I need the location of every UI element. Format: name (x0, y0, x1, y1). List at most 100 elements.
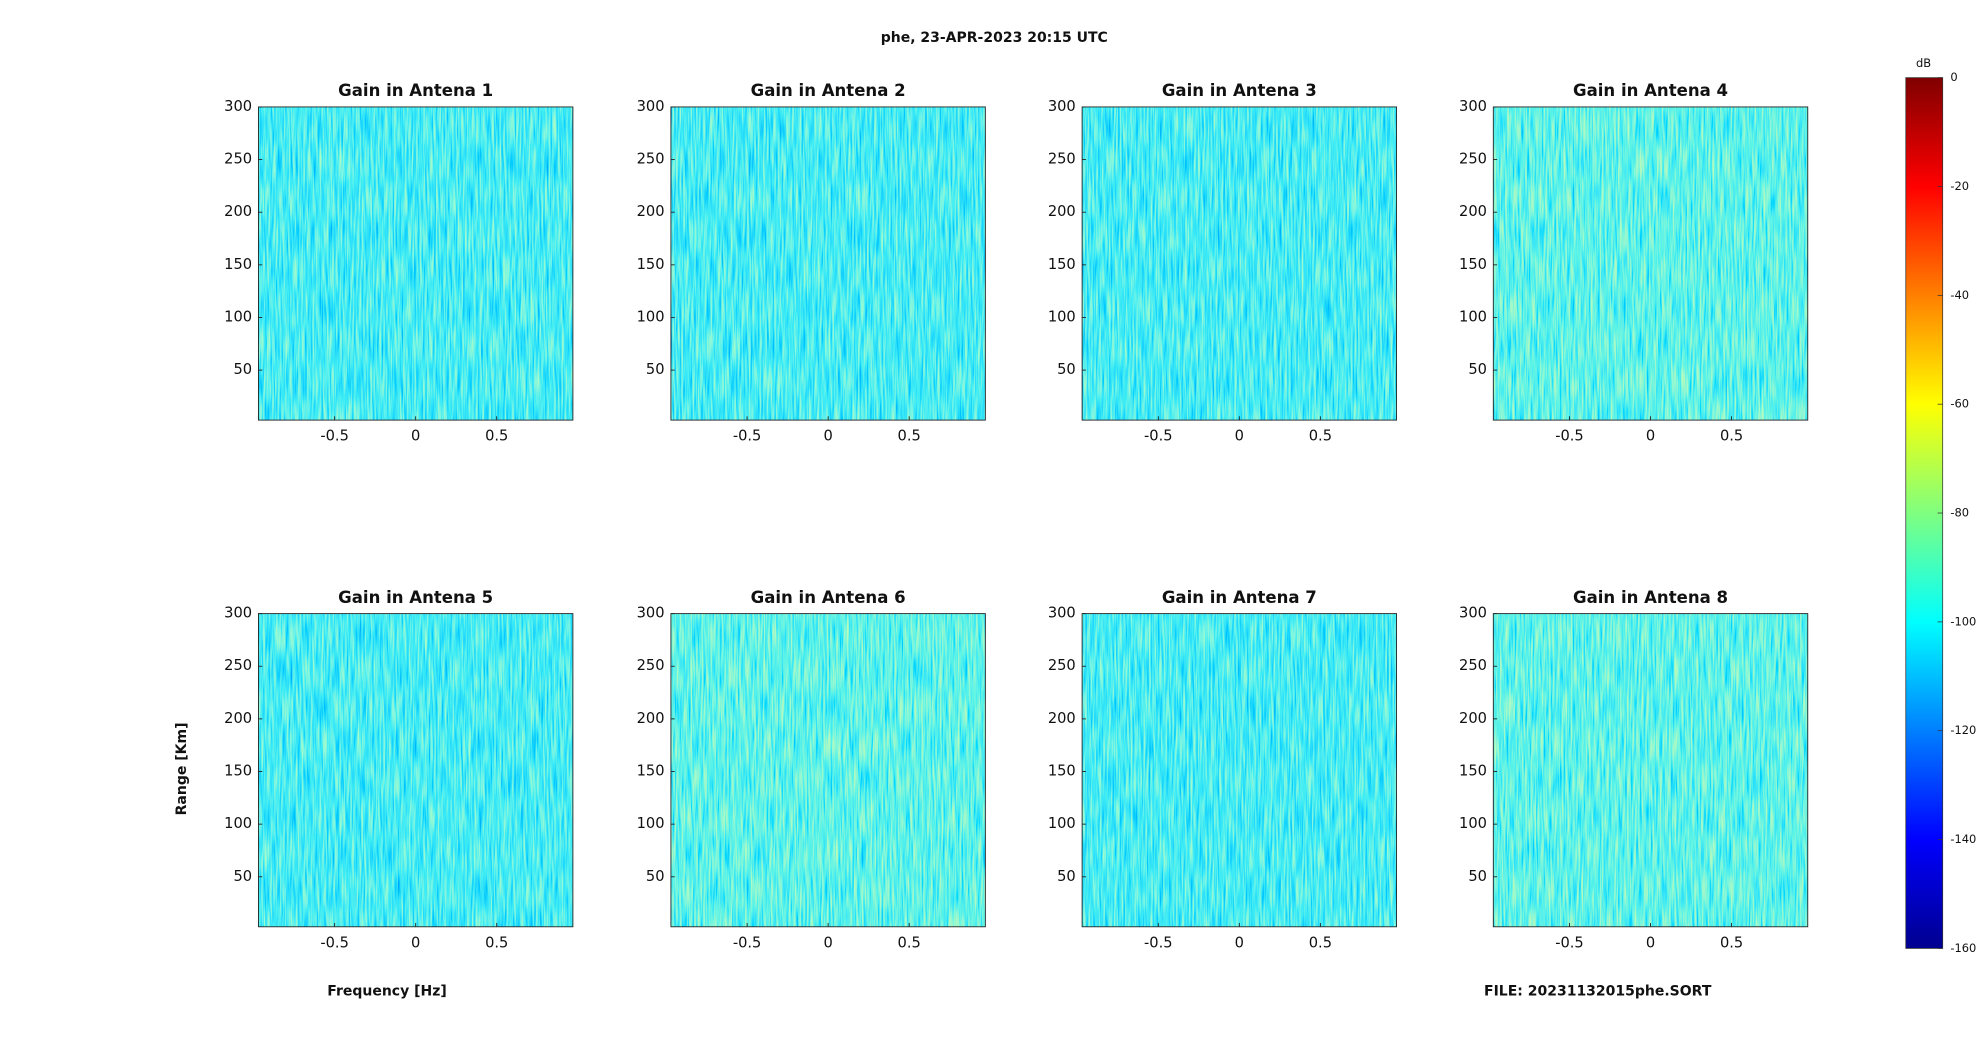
y-tick-label: 250 (1459, 657, 1487, 674)
y-tick-label: 150 (637, 256, 665, 273)
colorbar-tick-label: -160 (1950, 941, 1976, 955)
y-tick-label: 150 (1459, 763, 1487, 780)
y-tick-label: 100 (224, 308, 252, 325)
y-tick-label: 200 (637, 203, 665, 220)
x-tick-label: -0.5 (320, 428, 349, 445)
x-tick-label: -0.5 (1144, 934, 1173, 951)
x-tick-label: -0.5 (1144, 428, 1173, 445)
x-tick-label: 0 (823, 428, 832, 445)
y-tick-label: 150 (1459, 256, 1487, 273)
y-axis-label: Range [Km] (174, 723, 190, 816)
x-tick-label: 0.5 (1309, 428, 1332, 445)
x-tick-label: 0.5 (898, 428, 921, 445)
panel-title: Gain in Antena 3 (1162, 81, 1317, 100)
x-tick-label: 0 (823, 934, 832, 951)
y-tick-label: 100 (224, 815, 252, 832)
x-tick-label: 0.5 (1720, 428, 1743, 445)
colorbar-tick-label: -140 (1950, 832, 1976, 846)
x-tick-label: 0.5 (898, 934, 921, 951)
y-tick-label: 100 (637, 308, 665, 325)
colorbar-tick-label: -80 (1950, 506, 1969, 520)
y-tick-label: 300 (224, 98, 252, 115)
y-tick-label: 100 (1048, 815, 1076, 832)
y-tick-label: 50 (1468, 361, 1487, 378)
y-tick-label: 200 (1459, 710, 1487, 727)
x-tick-label: 0 (1646, 428, 1655, 445)
y-tick-label: 300 (224, 605, 252, 622)
y-tick-label: 250 (1048, 657, 1076, 674)
y-tick-label: 100 (1048, 308, 1076, 325)
x-tick-label: 0 (1235, 934, 1244, 951)
file-annotation: FILE: 20231132015phe.SORT (1484, 984, 1712, 1000)
y-tick-label: 200 (224, 203, 252, 220)
x-tick-label: -0.5 (1555, 428, 1584, 445)
figure-title: phe, 23-APR-2023 20:15 UTC (881, 30, 1108, 46)
panel-title: Gain in Antena 2 (751, 81, 906, 100)
y-tick-label: 150 (224, 256, 252, 273)
y-tick-label: 200 (1048, 710, 1076, 727)
colorbar-tick-label: -20 (1950, 179, 1969, 193)
y-tick-label: 250 (637, 657, 665, 674)
colorbar (1905, 77, 1944, 949)
y-tick-label: 200 (224, 710, 252, 727)
x-tick-label: 0.5 (485, 428, 508, 445)
heatmap-image (670, 106, 986, 421)
panel-title: Gain in Antena 6 (751, 588, 906, 607)
colorbar-tick-label: -120 (1950, 723, 1976, 737)
y-tick-label: 50 (1057, 868, 1076, 885)
y-tick-label: 150 (637, 763, 665, 780)
x-tick-label: -0.5 (733, 428, 762, 445)
y-tick-label: 50 (646, 361, 665, 378)
heatmap-image (670, 613, 986, 927)
x-tick-label: 0.5 (485, 934, 508, 951)
heatmap-image (258, 106, 573, 421)
x-tick-label: -0.5 (1555, 934, 1584, 951)
y-tick-label: 50 (646, 868, 665, 885)
y-tick-label: 200 (637, 710, 665, 727)
x-tick-label: -0.5 (733, 934, 762, 951)
y-tick-label: 150 (1048, 256, 1076, 273)
y-tick-label: 250 (1459, 151, 1487, 168)
colorbar-tick-label: -60 (1950, 397, 1969, 411)
colorbar-tick-label: -100 (1950, 614, 1976, 628)
y-tick-label: 100 (1459, 815, 1487, 832)
y-tick-label: 250 (1048, 151, 1076, 168)
y-tick-label: 50 (233, 361, 252, 378)
panel-title: Gain in Antena 4 (1573, 81, 1728, 100)
y-tick-label: 200 (1048, 203, 1076, 220)
y-tick-label: 150 (1048, 763, 1076, 780)
y-tick-label: 100 (1459, 308, 1487, 325)
y-tick-label: 300 (1459, 605, 1487, 622)
x-tick-label: -0.5 (320, 934, 349, 951)
panel-title: Gain in Antena 8 (1573, 588, 1728, 607)
heatmap-image (1493, 106, 1808, 421)
heatmap-image (1082, 613, 1397, 927)
y-tick-label: 100 (637, 815, 665, 832)
y-tick-label: 300 (1459, 98, 1487, 115)
y-tick-label: 150 (224, 763, 252, 780)
y-tick-label: 200 (1459, 203, 1487, 220)
heatmap-image (258, 613, 573, 927)
y-tick-label: 250 (224, 151, 252, 168)
x-axis-label: Frequency [Hz] (327, 984, 446, 1000)
y-tick-label: 250 (637, 151, 665, 168)
colorbar-tick-label: -40 (1950, 288, 1969, 302)
x-tick-label: 0 (1235, 428, 1244, 445)
panel-title: Gain in Antena 1 (338, 81, 493, 100)
y-tick-label: 300 (637, 605, 665, 622)
y-tick-label: 50 (233, 868, 252, 885)
x-tick-label: 0 (411, 428, 420, 445)
panel-title: Gain in Antena 5 (338, 588, 493, 607)
heatmap-image (1082, 106, 1397, 421)
colorbar-label: dB (1916, 56, 1931, 70)
y-tick-label: 300 (1048, 605, 1076, 622)
heatmap-image (1493, 613, 1808, 927)
panel-title: Gain in Antena 7 (1162, 588, 1317, 607)
y-tick-label: 300 (1048, 98, 1076, 115)
x-tick-label: 0.5 (1309, 934, 1332, 951)
y-tick-label: 250 (224, 657, 252, 674)
y-tick-label: 50 (1468, 868, 1487, 885)
x-tick-label: 0.5 (1720, 934, 1743, 951)
